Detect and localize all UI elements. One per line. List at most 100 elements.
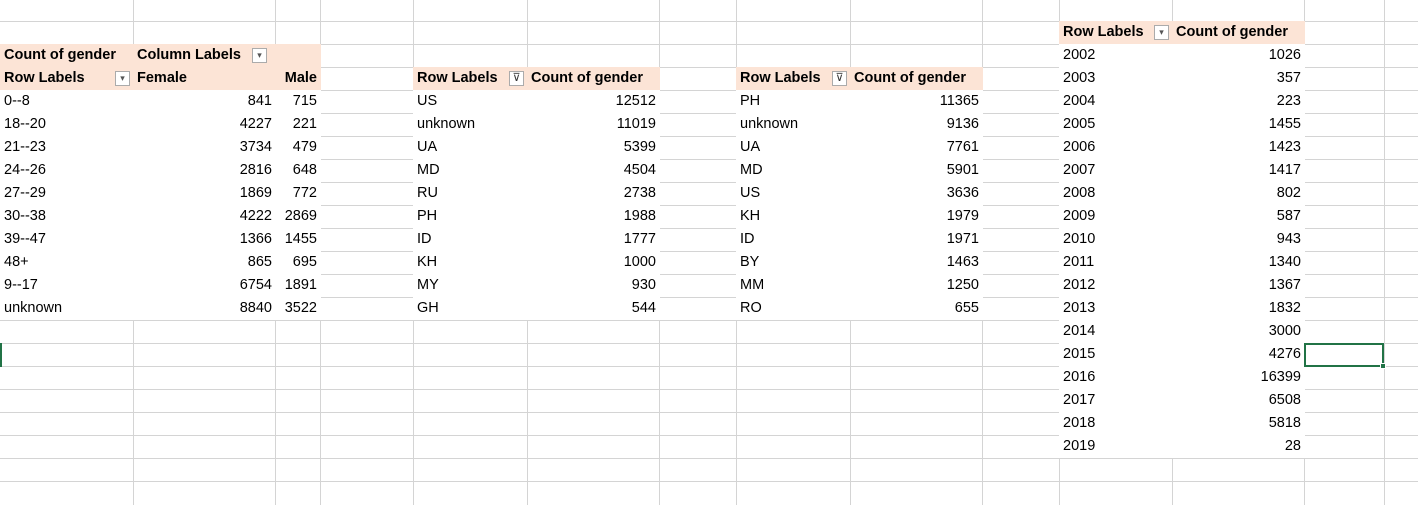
table-row-label[interactable]: 2014: [1059, 320, 1173, 343]
table-cell-value[interactable]: 1979: [850, 205, 983, 228]
table-cell-value[interactable]: 7761: [850, 136, 983, 159]
table-cell-value[interactable]: 9136: [850, 113, 983, 136]
table-row-label[interactable]: UA: [736, 136, 851, 159]
table-row-label[interactable]: RU: [413, 182, 528, 205]
table-cell-value[interactable]: 1777: [527, 228, 660, 251]
table-row-label[interactable]: KH: [736, 205, 851, 228]
table-cell-male[interactable]: 695: [275, 251, 321, 274]
table-cell-value[interactable]: 655: [850, 297, 983, 320]
pivot2-value-header-cell[interactable]: Count of gender: [527, 67, 660, 90]
table-cell-value[interactable]: 4504: [527, 159, 660, 182]
table-row-label[interactable]: 2017: [1059, 389, 1173, 412]
table-row-label[interactable]: 2018: [1059, 412, 1173, 435]
table-cell-value[interactable]: 223: [1172, 90, 1305, 113]
table-cell-value[interactable]: 3636: [850, 182, 983, 205]
table-cell-female[interactable]: 4222: [133, 205, 276, 228]
table-row-label[interactable]: RO: [736, 297, 851, 320]
table-row-label[interactable]: 18--20: [0, 113, 134, 136]
table-row-label[interactable]: MY: [413, 274, 528, 297]
table-row-label[interactable]: 2006: [1059, 136, 1173, 159]
pivot1-col-male-cell[interactable]: Male: [275, 67, 321, 90]
table-cell-value[interactable]: 5399: [527, 136, 660, 159]
table-cell-value[interactable]: 1988: [527, 205, 660, 228]
table-cell-value[interactable]: 11365: [850, 90, 983, 113]
table-cell-female[interactable]: 1366: [133, 228, 276, 251]
table-row-label[interactable]: 2011: [1059, 251, 1173, 274]
pivot1-row-labels-cell[interactable]: Row Labels: [0, 67, 134, 90]
table-cell-value[interactable]: 4276: [1172, 343, 1305, 366]
table-cell-value[interactable]: 1463: [850, 251, 983, 274]
table-cell-value[interactable]: 1340: [1172, 251, 1305, 274]
table-cell-value[interactable]: 5818: [1172, 412, 1305, 435]
table-cell-male[interactable]: 1891: [275, 274, 321, 297]
filter-dropdown-icon[interactable]: ⊽: [832, 71, 847, 86]
table-row-label[interactable]: ID: [736, 228, 851, 251]
table-row-label[interactable]: 2010: [1059, 228, 1173, 251]
table-row-label[interactable]: MD: [413, 159, 528, 182]
table-cell-female[interactable]: 4227: [133, 113, 276, 136]
table-cell-female[interactable]: 3734: [133, 136, 276, 159]
selected-cell[interactable]: [1304, 343, 1384, 367]
table-cell-value[interactable]: 1832: [1172, 297, 1305, 320]
pivot1-col-female-cell[interactable]: Female: [133, 67, 276, 90]
table-cell-value[interactable]: 1026: [1172, 44, 1305, 67]
table-row-label[interactable]: KH: [413, 251, 528, 274]
table-row-label[interactable]: MM: [736, 274, 851, 297]
pivot4-value-header-cell[interactable]: Count of gender: [1172, 21, 1305, 44]
table-row-label[interactable]: US: [736, 182, 851, 205]
chevron-down-icon[interactable]: ▾: [1154, 25, 1169, 40]
table-cell-value[interactable]: 1250: [850, 274, 983, 297]
table-row-label[interactable]: 2012: [1059, 274, 1173, 297]
table-cell-female[interactable]: 2816: [133, 159, 276, 182]
table-cell-value[interactable]: 12512: [527, 90, 660, 113]
table-cell-female[interactable]: 1869: [133, 182, 276, 205]
fill-handle[interactable]: [1380, 363, 1386, 369]
table-row-label[interactable]: 9--17: [0, 274, 134, 297]
table-row-label[interactable]: MD: [736, 159, 851, 182]
table-cell-female[interactable]: 6754: [133, 274, 276, 297]
table-row-label[interactable]: 2013: [1059, 297, 1173, 320]
table-cell-male[interactable]: 221: [275, 113, 321, 136]
table-row-label[interactable]: 2004: [1059, 90, 1173, 113]
table-cell-value[interactable]: 11019: [527, 113, 660, 136]
table-row-label[interactable]: 2016: [1059, 366, 1173, 389]
pivot1-title-cell[interactable]: Count of gender: [0, 44, 134, 67]
table-row-label[interactable]: 27--29: [0, 182, 134, 205]
table-cell-value[interactable]: 28: [1172, 435, 1305, 458]
table-row-label[interactable]: 2005: [1059, 113, 1173, 136]
table-row-label[interactable]: 39--47: [0, 228, 134, 251]
table-row-label[interactable]: US: [413, 90, 528, 113]
table-row-label[interactable]: 2009: [1059, 205, 1173, 228]
chevron-down-icon[interactable]: ▾: [115, 71, 130, 86]
table-row-label[interactable]: UA: [413, 136, 528, 159]
table-cell-value[interactable]: 16399: [1172, 366, 1305, 389]
table-cell-male[interactable]: 1455: [275, 228, 321, 251]
table-row-label[interactable]: 2007: [1059, 159, 1173, 182]
filter-dropdown-icon[interactable]: ⊽: [509, 71, 524, 86]
table-cell-value[interactable]: 943: [1172, 228, 1305, 251]
table-cell-value[interactable]: 3000: [1172, 320, 1305, 343]
table-row-label[interactable]: unknown: [0, 297, 134, 320]
table-cell-value[interactable]: 1423: [1172, 136, 1305, 159]
table-cell-male[interactable]: 715: [275, 90, 321, 113]
table-cell-male[interactable]: 3522: [275, 297, 321, 320]
table-cell-value[interactable]: 1971: [850, 228, 983, 251]
pivot2-row-labels-cell[interactable]: Row Labels: [413, 67, 528, 90]
table-cell-value[interactable]: 357: [1172, 67, 1305, 90]
table-row-label[interactable]: 0--8: [0, 90, 134, 113]
pivot1-column-labels-cell[interactable]: Column Labels: [133, 44, 276, 67]
table-cell-value[interactable]: 1000: [527, 251, 660, 274]
table-row-label[interactable]: 2015: [1059, 343, 1173, 366]
table-row-label[interactable]: 30--38: [0, 205, 134, 228]
table-row-label[interactable]: 2002: [1059, 44, 1173, 67]
table-row-label[interactable]: 48+: [0, 251, 134, 274]
table-cell-value[interactable]: 2738: [527, 182, 660, 205]
table-row-label[interactable]: 2003: [1059, 67, 1173, 90]
table-row-label[interactable]: BY: [736, 251, 851, 274]
pivot3-row-labels-cell[interactable]: Row Labels: [736, 67, 851, 90]
table-cell-female[interactable]: 8840: [133, 297, 276, 320]
table-cell-value[interactable]: 5901: [850, 159, 983, 182]
table-row-label[interactable]: 21--23: [0, 136, 134, 159]
table-cell-female[interactable]: 841: [133, 90, 276, 113]
